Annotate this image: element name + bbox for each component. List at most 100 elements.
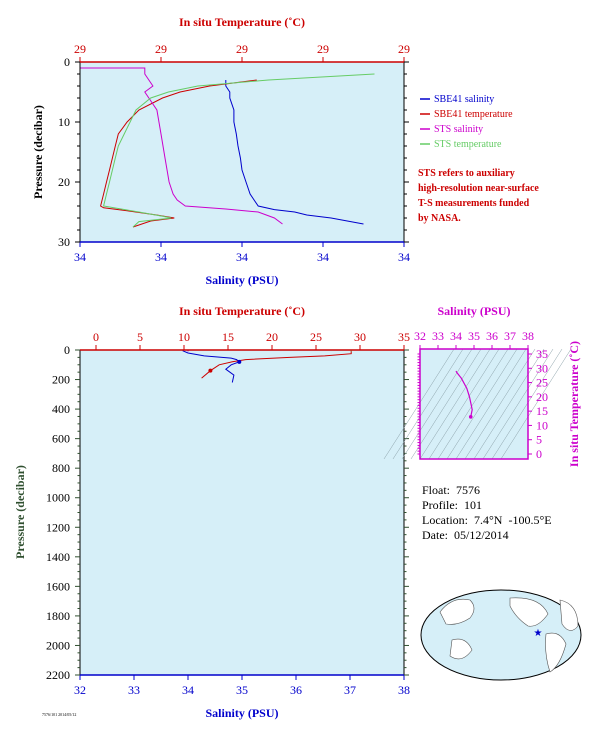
bottom-pressure-tick-label: 2200 [46, 668, 70, 682]
ts-marker [468, 415, 473, 419]
sts-note-line: high-resolution near-surface [418, 183, 539, 194]
bottom-pressure-axis-title: Pressure (decibar) [13, 465, 27, 559]
bottom-series-group [182, 350, 352, 383]
bottom-pressure-tick-label: 600 [52, 432, 70, 446]
legend-label: STS salinity [434, 124, 483, 135]
series-line [102, 73, 375, 228]
ts-salinity-tick-label: 36 [486, 329, 498, 343]
bottom-salinity-tick-label: 36 [290, 683, 302, 697]
top-tick-marks: 29 29 29 29 29 34 34 34 34 34 0 10 20 30 [58, 42, 410, 264]
bottom-pressure-tick-label: 1200 [46, 520, 70, 534]
ts-salinity-tick-label: 37 [504, 329, 516, 343]
legend-label: STS temperature [434, 139, 502, 150]
top-salinity-tick-label: 34 [74, 250, 86, 264]
map-landmass-asia [439, 598, 475, 625]
top-salinity-axis-title: Salinity (PSU) [205, 273, 278, 287]
ts-curve [455, 370, 473, 418]
ts-temperature-tick-label: 10 [536, 418, 548, 432]
density-contour [419, 348, 491, 460]
world-map: ★ [420, 589, 582, 681]
top-salinity-tick-label: 34 [398, 250, 410, 264]
top-salinity-tick-label: 34 [236, 250, 248, 264]
bottom-temperature-tick-label: 10 [178, 330, 190, 344]
map-landmass-south-america [545, 632, 567, 673]
top-temperature-tick-label: 29 [155, 42, 167, 56]
sts-note-line: by NASA. [418, 213, 461, 224]
density-contour [464, 348, 536, 460]
temperature-marker [208, 368, 213, 373]
sts-note-line: STS refers to auxiliary [418, 168, 515, 179]
ts-salinity-tick-label: 38 [522, 329, 534, 343]
top-pressure-tick-label: 30 [58, 235, 70, 249]
bottom-pressure-tick-label: 2000 [46, 638, 70, 652]
ts-temperature-tick-label: 25 [536, 376, 548, 390]
density-contour [455, 348, 527, 460]
bottom-salinity-tick-label: 35 [236, 683, 248, 697]
bottom-pressure-tick-label: 1600 [46, 579, 70, 593]
footer-code: 7576/101 2014/05/12 [42, 712, 76, 717]
bottom-pressure-tick-label: 1000 [46, 491, 70, 505]
top-pressure-tick-label: 20 [58, 175, 70, 189]
ts-series-group [455, 370, 473, 419]
map-landmass-north-america [509, 597, 549, 627]
density-contour [401, 348, 473, 460]
density-contour [428, 348, 500, 460]
bottom-temperature-tick-label: 35 [398, 330, 410, 344]
ts-salinity-axis-title: Salinity (PSU) [437, 304, 510, 318]
density-contour [482, 348, 554, 460]
density-contour [473, 348, 545, 460]
ts-plot-area [420, 349, 528, 459]
ts-salinity-tick-label: 34 [450, 329, 462, 343]
bottom-salinity-axis-title: Salinity (PSU) [205, 706, 278, 720]
top-series-group [80, 67, 375, 228]
bottom-salinity-tick-label: 32 [74, 683, 86, 697]
ts-temperature-axis-title: In situ Temperature (˚C) [567, 341, 581, 467]
top-salinity-tick-label: 34 [155, 250, 167, 264]
ts-density-contours [383, 348, 572, 460]
bottom-salinity-tick-label: 37 [344, 683, 356, 697]
top-temperature-tick-label: 29 [236, 42, 248, 56]
bottom-pressure-tick-label: 1400 [46, 550, 70, 564]
salinity-marker [237, 359, 242, 364]
bottom-temperature-tick-label: 5 [137, 330, 143, 344]
density-contour [500, 348, 572, 460]
ts-temperature-tick-label: 15 [536, 404, 548, 418]
float-location: Location: 7.4°N -100.5°E [422, 513, 552, 527]
top-pressure-axis-title: Pressure (decibar) [31, 105, 45, 199]
ts-salinity-tick-label: 33 [432, 329, 444, 343]
bottom-pressure-tick-label: 1800 [46, 609, 70, 623]
ts-temperature-tick-label: 0 [536, 447, 542, 461]
bottom-salinity-tick-label: 33 [128, 683, 140, 697]
top-pressure-tick-label: 0 [64, 55, 70, 69]
bottom-pressure-tick-label: 800 [52, 461, 70, 475]
series-line [201, 350, 352, 379]
ts-temperature-tick-label: 5 [536, 433, 542, 447]
bottom-pressure-tick-label: 400 [52, 402, 70, 416]
bottom-temperature-tick-label: 15 [222, 330, 234, 344]
top-temperature-tick-label: 29 [74, 42, 86, 56]
density-contour [383, 348, 455, 460]
float-location-marker: ★ [534, 628, 543, 639]
density-contour [446, 348, 518, 460]
sts-note: STS refers to auxiliary high-resolution … [418, 166, 539, 226]
ts-temperature-tick-label: 20 [536, 390, 548, 404]
bottom-tick-marks: 0 5 10 15 20 25 30 35 32 33 34 35 36 37 38 0 200 400 600 80… [46, 330, 410, 697]
ts-salinity-tick-label: 32 [414, 329, 426, 343]
bottom-pressure-tick-label: 0 [64, 343, 70, 357]
ts-temperature-tick-label: 35 [536, 347, 548, 361]
ts-temperature-tick-label: 30 [536, 361, 548, 375]
top-temperature-axis-title: In situ Temperature (˚C) [179, 15, 305, 29]
float-id: Float: 7576 [422, 483, 481, 497]
bottom-temperature-axis-title: In situ Temperature (˚C) [179, 304, 305, 318]
top-legend: SBE41 salinity SBE41 temperature STS salin… [420, 94, 513, 150]
legend-label: SBE41 temperature [434, 109, 513, 120]
bottom-temperature-tick-label: 30 [354, 330, 366, 344]
bottom-pressure-tick-label: 200 [52, 373, 70, 387]
ts-salinity-tick-label: 35 [468, 329, 480, 343]
sts-note-line: T-S measurements funded [418, 198, 530, 209]
density-contour [410, 348, 482, 460]
legend-label: SBE41 salinity [434, 94, 494, 105]
top-panel: 29 29 29 29 29 34 34 34 34 34 0 10 20 30 In situ Temp… [31, 15, 513, 287]
